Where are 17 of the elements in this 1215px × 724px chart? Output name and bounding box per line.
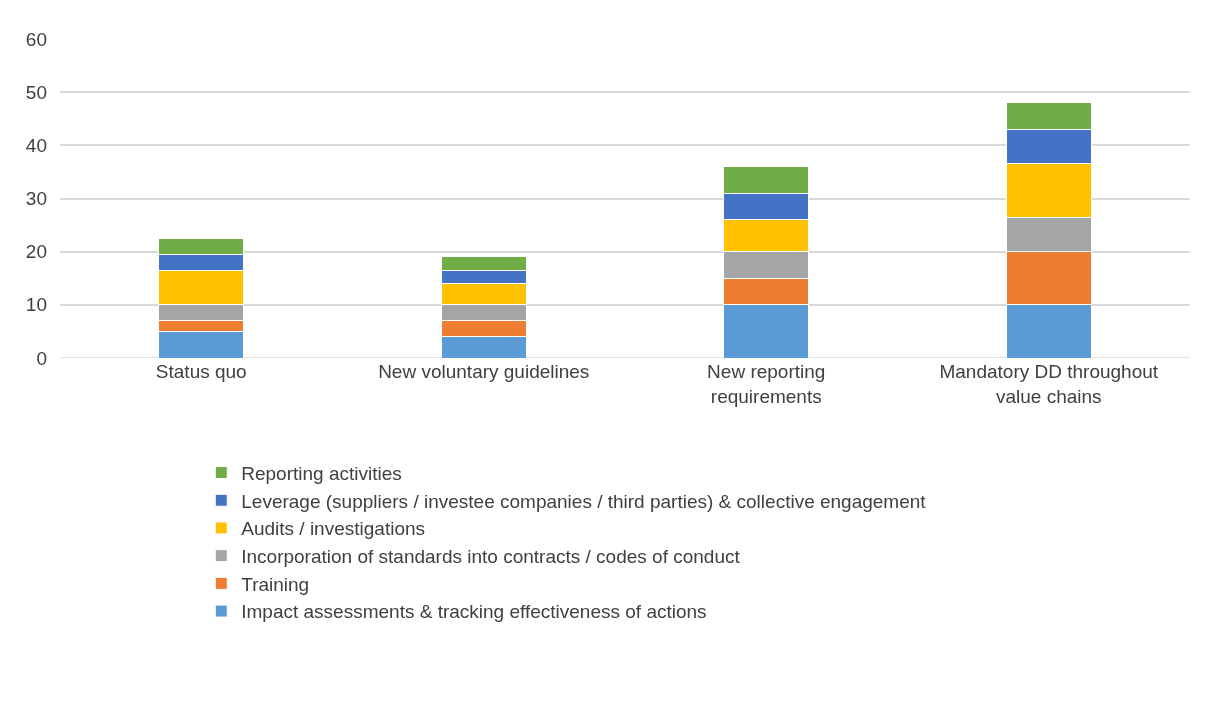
legend-label: Reporting activities	[241, 462, 402, 484]
y-tick-label: 30	[25, 188, 47, 210]
legend-label: Impact assessments & tracking effectiveness of actions	[241, 601, 707, 623]
y-tick-label: 0	[36, 347, 47, 369]
y-tick-label: 40	[25, 134, 47, 156]
x-tick-label: Status quo	[155, 361, 247, 382]
x-tick-label: New voluntary guidelines	[378, 361, 590, 382]
y-tick-label: 50	[25, 81, 47, 103]
x-tick-label: New reporting requirements	[707, 361, 826, 407]
legend-label: Incorporation of standards into contracts / codes of conduct	[241, 546, 741, 568]
legend-label: Leverage (suppliers / investee companies / third parties) & collective engagement	[241, 490, 927, 512]
legend-label: Training	[241, 573, 310, 595]
y-tick-label: 10	[25, 294, 47, 316]
x-tick-label: Mandatory DD throughout value chains	[939, 361, 1159, 407]
y-tick-label: 60	[25, 28, 47, 50]
legend-label: Audits / investigations	[241, 518, 426, 540]
y-tick-label: 20	[25, 241, 47, 263]
